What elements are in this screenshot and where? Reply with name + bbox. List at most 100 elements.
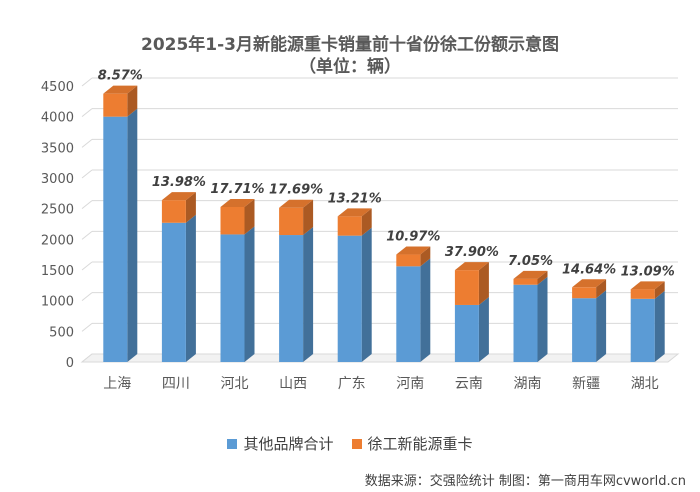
bar-side <box>654 290 665 362</box>
y-tick-label: 1000 <box>41 295 74 310</box>
bar-others <box>454 304 479 362</box>
bar-side <box>185 214 196 362</box>
bar-xcmg <box>103 93 128 117</box>
bar-top <box>220 198 255 207</box>
data-label: 17.71% <box>210 182 264 197</box>
legend-label-others: 其他品牌合计 <box>243 435 334 453</box>
bar-side <box>537 276 548 362</box>
data-label: 17.69% <box>269 183 323 198</box>
bar-others <box>513 284 538 362</box>
x-tick-label: 湖南 <box>514 376 542 392</box>
legend-label-xcmg: 徐工新能源重卡 <box>367 435 473 453</box>
bar-top <box>630 281 665 290</box>
y-tick-label: 4000 <box>41 111 74 126</box>
x-tick-label: 河北 <box>221 376 249 392</box>
y-tick-label: 0 <box>66 356 74 371</box>
gridline-side <box>81 138 93 148</box>
bar-xcmg <box>279 207 304 236</box>
y-tick-label: 2500 <box>41 203 74 218</box>
x-tick-label: 广东 <box>338 376 366 392</box>
legend-swatch-others <box>227 438 238 449</box>
bar-others <box>161 222 186 362</box>
gridline-side <box>81 322 93 332</box>
bar-top <box>396 246 431 255</box>
bar-top <box>161 192 196 201</box>
gridline-side <box>81 77 93 87</box>
y-tick-label: 4500 <box>41 80 74 95</box>
bar-xcmg <box>454 270 479 305</box>
data-source-note: 数据来源：交强险统计 制图：第一商用车网cvworld.cn <box>364 474 686 489</box>
x-tick-label: 新疆 <box>572 376 600 392</box>
gridline-side <box>81 292 93 302</box>
bar-others <box>103 116 128 363</box>
bar-side <box>537 270 548 285</box>
data-label: 37.90% <box>445 245 499 260</box>
bar-side <box>361 227 372 362</box>
bar-side <box>478 262 489 305</box>
bar-others <box>572 298 597 362</box>
data-label: 14.64% <box>562 262 616 277</box>
bar-top <box>572 279 607 288</box>
bar-side <box>478 296 489 362</box>
bar-xcmg <box>396 254 421 267</box>
gridline-side <box>81 230 93 240</box>
bar-side <box>303 227 314 362</box>
bar-xcmg <box>630 289 655 299</box>
stacked-bar-chart: 0 500 1000 1500 2000 2500 3000 3500 4000 4500 8.57… <box>41 69 680 392</box>
data-label: 13.09% <box>621 264 675 279</box>
bar-others <box>220 234 245 362</box>
bar-others <box>279 235 304 362</box>
bar-others <box>337 235 362 362</box>
bar-top <box>103 85 138 94</box>
gridline-side <box>81 200 93 210</box>
bar-side <box>420 258 431 362</box>
chart-title: 2025年1-3月新能源重卡销量前十省份徐工份额示意图 <box>140 35 560 55</box>
bar-xcmg <box>572 287 597 299</box>
bar-side <box>127 108 138 363</box>
bar-side <box>596 290 607 362</box>
bar-xcmg <box>161 200 186 223</box>
x-tick-label: 河南 <box>396 376 424 392</box>
bar-side <box>420 246 431 267</box>
bar-side <box>361 208 372 236</box>
y-tick-label: 500 <box>49 325 74 340</box>
data-label: 8.57% <box>98 69 143 84</box>
bar-side <box>654 281 665 299</box>
legend-item-xcmg: 徐工新能源重卡 <box>351 433 473 454</box>
legend-item-others: 其他品牌合计 <box>227 433 334 454</box>
gridline-side <box>81 169 93 179</box>
bar-xcmg <box>337 216 362 236</box>
x-tick-label: 湖北 <box>631 376 659 392</box>
legend-swatch-xcmg <box>351 438 362 449</box>
x-tick-label: 云南 <box>455 376 483 392</box>
y-tick-label: 1500 <box>41 264 74 279</box>
bar-side <box>127 85 138 117</box>
legend: 其他品牌合计 徐工新能源重卡 <box>0 433 700 454</box>
bar-top <box>337 208 372 217</box>
bar-side <box>596 279 607 299</box>
chart-subtitle: （单位：辆） <box>299 57 401 77</box>
data-label: 7.05% <box>508 254 553 269</box>
bar-top <box>513 270 548 279</box>
bar-side <box>303 199 314 236</box>
data-label: 13.21% <box>328 191 382 206</box>
data-label: 13.98% <box>152 175 206 190</box>
gridline-side <box>81 261 93 271</box>
bar-others <box>630 298 655 362</box>
data-label: 10.97% <box>386 230 440 245</box>
bar-xcmg <box>513 278 538 285</box>
bar-top <box>279 199 314 208</box>
bar-xcmg <box>220 206 245 235</box>
x-tick-label: 山西 <box>279 376 307 392</box>
bar-side <box>185 192 196 223</box>
bar-side <box>244 198 255 235</box>
y-tick-label: 2000 <box>41 233 74 248</box>
bar-top <box>454 262 489 271</box>
x-tick-label: 上海 <box>103 376 131 392</box>
x-tick-label: 四川 <box>162 376 190 392</box>
gridline-side <box>81 108 93 118</box>
bar-others <box>396 266 421 362</box>
y-tick-label: 3500 <box>41 141 74 156</box>
y-tick-label: 3000 <box>41 172 74 187</box>
bar-side <box>244 226 255 362</box>
